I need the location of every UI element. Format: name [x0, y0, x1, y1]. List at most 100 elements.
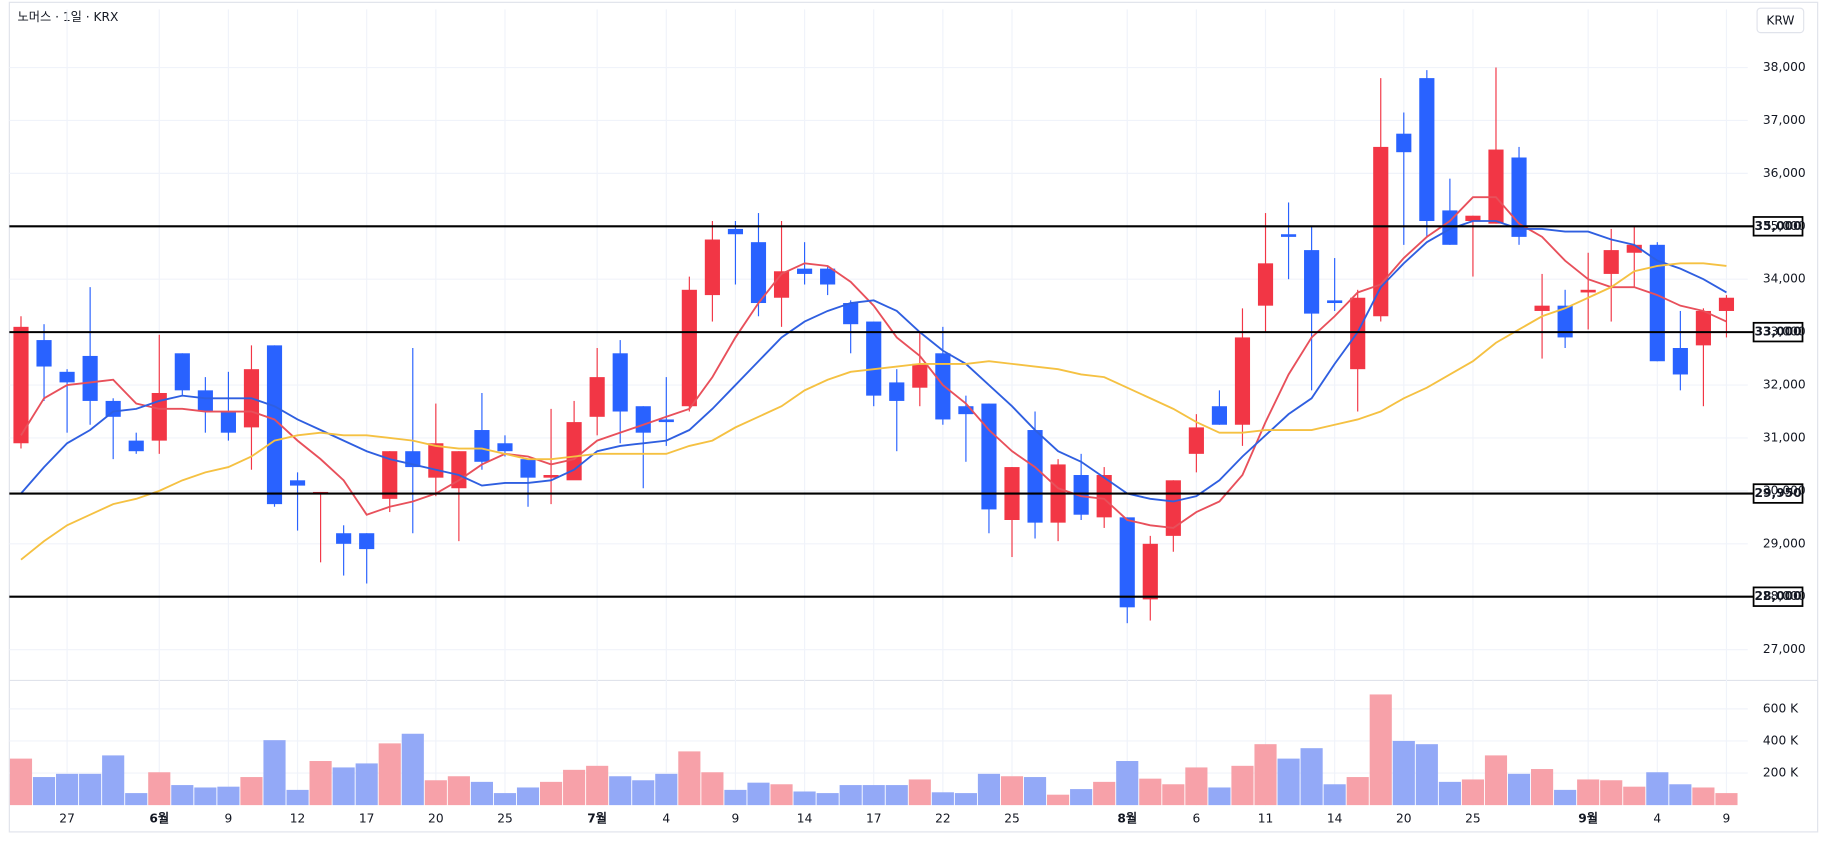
volume-bar — [1484, 755, 1508, 806]
candle-body — [289, 480, 306, 486]
candle-body — [359, 533, 375, 550]
volume-bar — [1646, 772, 1669, 806]
candle-body — [958, 406, 974, 415]
volume-bar — [1669, 784, 1692, 806]
volume-bar — [1623, 786, 1646, 806]
level-label: 33,000 — [1754, 325, 1801, 339]
volume-bar — [1300, 748, 1323, 806]
candle-body — [1396, 133, 1412, 153]
volume-bar — [1070, 789, 1093, 806]
y-tick-label: 37,000 — [1763, 113, 1806, 127]
volume-bar — [701, 772, 724, 806]
candle-body — [1672, 348, 1688, 375]
currency-box[interactable] — [1756, 7, 1805, 34]
candle-body — [1119, 517, 1135, 608]
y-tick-label: 28,000 — [1763, 589, 1806, 603]
volume-bar — [539, 781, 563, 806]
level-label: 29,950 — [1754, 486, 1801, 500]
currency[interactable]: KRW — [1766, 13, 1794, 27]
candle-body — [1188, 427, 1204, 454]
volume-bar — [1162, 784, 1185, 806]
candle-body — [428, 443, 444, 478]
volume-tick-label: 600 K — [1763, 701, 1799, 715]
candle-body — [474, 430, 490, 462]
candle-body — [1718, 297, 1735, 311]
volume-tick-label: 400 K — [1763, 733, 1799, 747]
x-tick-label: 17 — [359, 812, 375, 826]
volume-bar — [32, 777, 56, 806]
chart-title: 노머스 · 1일 · KRX — [17, 10, 118, 24]
volume-bar — [1093, 781, 1116, 806]
volume-bar — [724, 789, 747, 806]
volume-bar — [1461, 779, 1485, 806]
volume-bar — [1600, 780, 1623, 806]
candle-body — [797, 268, 813, 274]
volume-bar — [194, 787, 217, 806]
candle-body — [935, 353, 951, 420]
candle-body — [128, 440, 144, 452]
volume-bar — [609, 776, 632, 806]
candle-body — [750, 242, 767, 304]
candle-body — [1280, 234, 1297, 237]
candle-body — [612, 353, 628, 412]
candle-body — [382, 451, 398, 499]
level-label: 28,000 — [1754, 589, 1801, 603]
volume-bar — [1392, 740, 1415, 806]
volume-bar — [263, 740, 286, 806]
volume-bar — [1047, 794, 1070, 806]
candle-body — [1373, 146, 1389, 317]
candle-body — [843, 303, 859, 325]
x-tick-label: 25 — [497, 812, 513, 826]
x-tick-label: 9월 — [1578, 811, 1598, 826]
volume-bar — [1000, 776, 1024, 806]
x-tick-label: 25 — [1465, 812, 1481, 826]
volume-bar — [1323, 784, 1346, 806]
x-tick-label: 9 — [225, 812, 233, 826]
volume-bar — [56, 773, 79, 806]
candle-body — [36, 340, 52, 367]
x-tick-label: 6월 — [149, 811, 169, 826]
volume-bar — [931, 792, 954, 806]
candle-body — [13, 326, 29, 444]
volume-bar — [470, 781, 493, 806]
volume-bar — [1369, 694, 1392, 806]
candle-body — [82, 355, 98, 401]
volume-bar — [885, 785, 908, 806]
candle-body — [220, 411, 236, 433]
volume-bar — [125, 793, 148, 806]
volume-bar — [516, 787, 540, 806]
candle-body — [658, 419, 674, 423]
volume-bar — [954, 793, 977, 806]
candle-body — [1257, 263, 1274, 306]
volume-bar — [678, 751, 701, 806]
x-tick-label: 12 — [290, 812, 306, 826]
candle-body — [336, 533, 352, 544]
volume-bar — [1715, 793, 1738, 806]
volume-bar — [355, 763, 378, 806]
candle-body — [1234, 337, 1251, 425]
candle-body — [520, 459, 536, 478]
x-tick-label: 20 — [1396, 812, 1412, 826]
volume-bar — [1185, 767, 1208, 806]
volume-bar — [240, 777, 263, 806]
volume-bar — [447, 776, 470, 806]
candle-body — [1534, 305, 1550, 311]
candle-body — [197, 390, 213, 412]
volume-bar — [839, 785, 862, 806]
candle-body — [1557, 305, 1573, 338]
y-tick-label: 33,000 — [1763, 325, 1806, 339]
candle-body — [266, 345, 283, 505]
volume-bar — [332, 767, 355, 806]
candle-body — [889, 382, 905, 401]
volume-bar — [908, 779, 931, 806]
x-tick-label: 8월 — [1117, 811, 1137, 826]
volume-bar — [1231, 765, 1254, 806]
y-tick-label: 31,000 — [1763, 430, 1806, 444]
y-tick-label: 29,000 — [1763, 536, 1806, 550]
candle-body — [105, 400, 121, 417]
volume-bar — [1116, 761, 1139, 806]
x-tick-label: 14 — [1327, 812, 1343, 826]
volume-bar — [286, 789, 309, 806]
candle-body — [59, 371, 75, 383]
candle-body — [1142, 543, 1158, 600]
